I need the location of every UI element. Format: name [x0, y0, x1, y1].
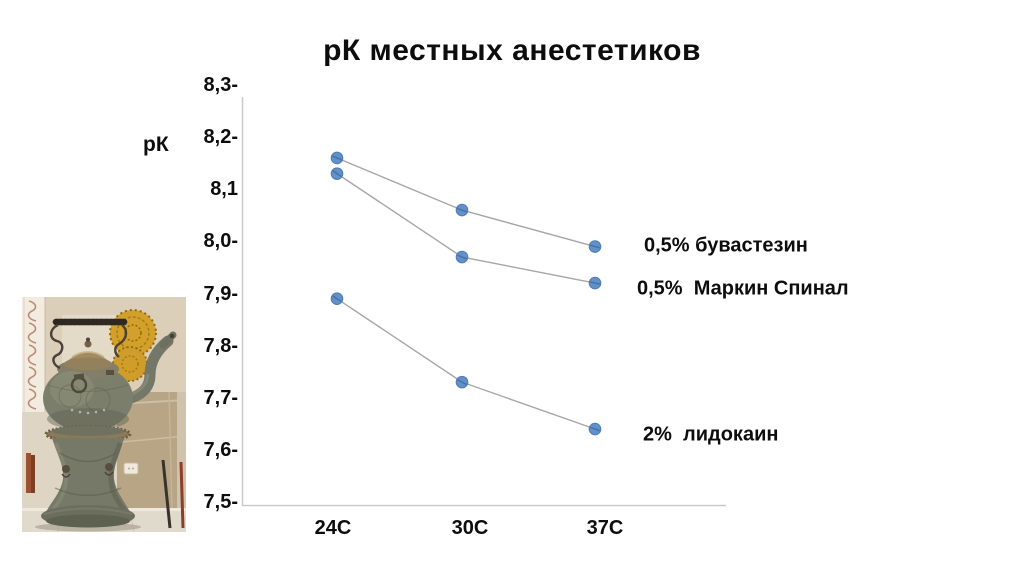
data-point-chord	[457, 254, 467, 260]
y-tick-label: 8,1	[210, 178, 238, 201]
kettle-handle-curl-right	[114, 324, 128, 358]
data-point-chord	[589, 281, 601, 285]
kettle-spout	[112, 335, 174, 407]
series-line	[461, 209, 596, 248]
kettle-stand	[35, 425, 141, 532]
y-tick-label: 7,9-	[203, 282, 238, 305]
photo-red-stick	[179, 461, 185, 529]
series-label-markin-spinal: 0,5% Маркин Спинал	[637, 277, 849, 300]
y-tick-label: 8,2-	[203, 126, 238, 149]
series-line	[336, 157, 463, 211]
kettle	[43, 318, 177, 432]
kettle-handle-curl-left	[49, 323, 64, 370]
x-tick-label-30c: 30C	[451, 517, 489, 539]
series-line	[336, 173, 463, 258]
y-tick-label: 7,6-	[203, 438, 238, 461]
photo-dark-stick	[161, 459, 172, 529]
y-tick-label: 7,7-	[203, 386, 238, 409]
y-tick-label: 7,8-	[203, 334, 238, 357]
photo-red-object	[26, 453, 31, 493]
data-point-chord	[332, 295, 342, 303]
data-point-chord	[332, 155, 342, 161]
kettle-photo	[22, 297, 186, 532]
power-socket	[123, 462, 139, 475]
x-tick-label-24c: 24C	[314, 517, 352, 539]
photo-wallpaper-strip	[22, 297, 46, 412]
series-layer	[330, 151, 602, 436]
data-point-chord	[332, 170, 342, 178]
data-point-chord	[457, 379, 467, 386]
series-line	[336, 298, 463, 383]
y-tick-label: 8,0-	[203, 230, 238, 253]
series-label-lidocaine: 2% лидокаин	[643, 423, 779, 446]
y-axis-label: рК	[143, 133, 169, 156]
series-line	[461, 381, 596, 430]
chart-title: рК местных анестетиков	[323, 34, 701, 67]
data-point-chord	[589, 244, 601, 249]
y-tick-label: 7,5-	[203, 491, 238, 513]
x-tick-label-37c: 37C	[586, 517, 624, 539]
series-label-buvastezin: 0,5% бувастезин	[644, 234, 808, 257]
series-line	[461, 256, 596, 284]
y-tick-label: 8,3-	[203, 74, 238, 96]
data-point-chord	[457, 207, 467, 213]
data-point-chord	[590, 426, 600, 432]
